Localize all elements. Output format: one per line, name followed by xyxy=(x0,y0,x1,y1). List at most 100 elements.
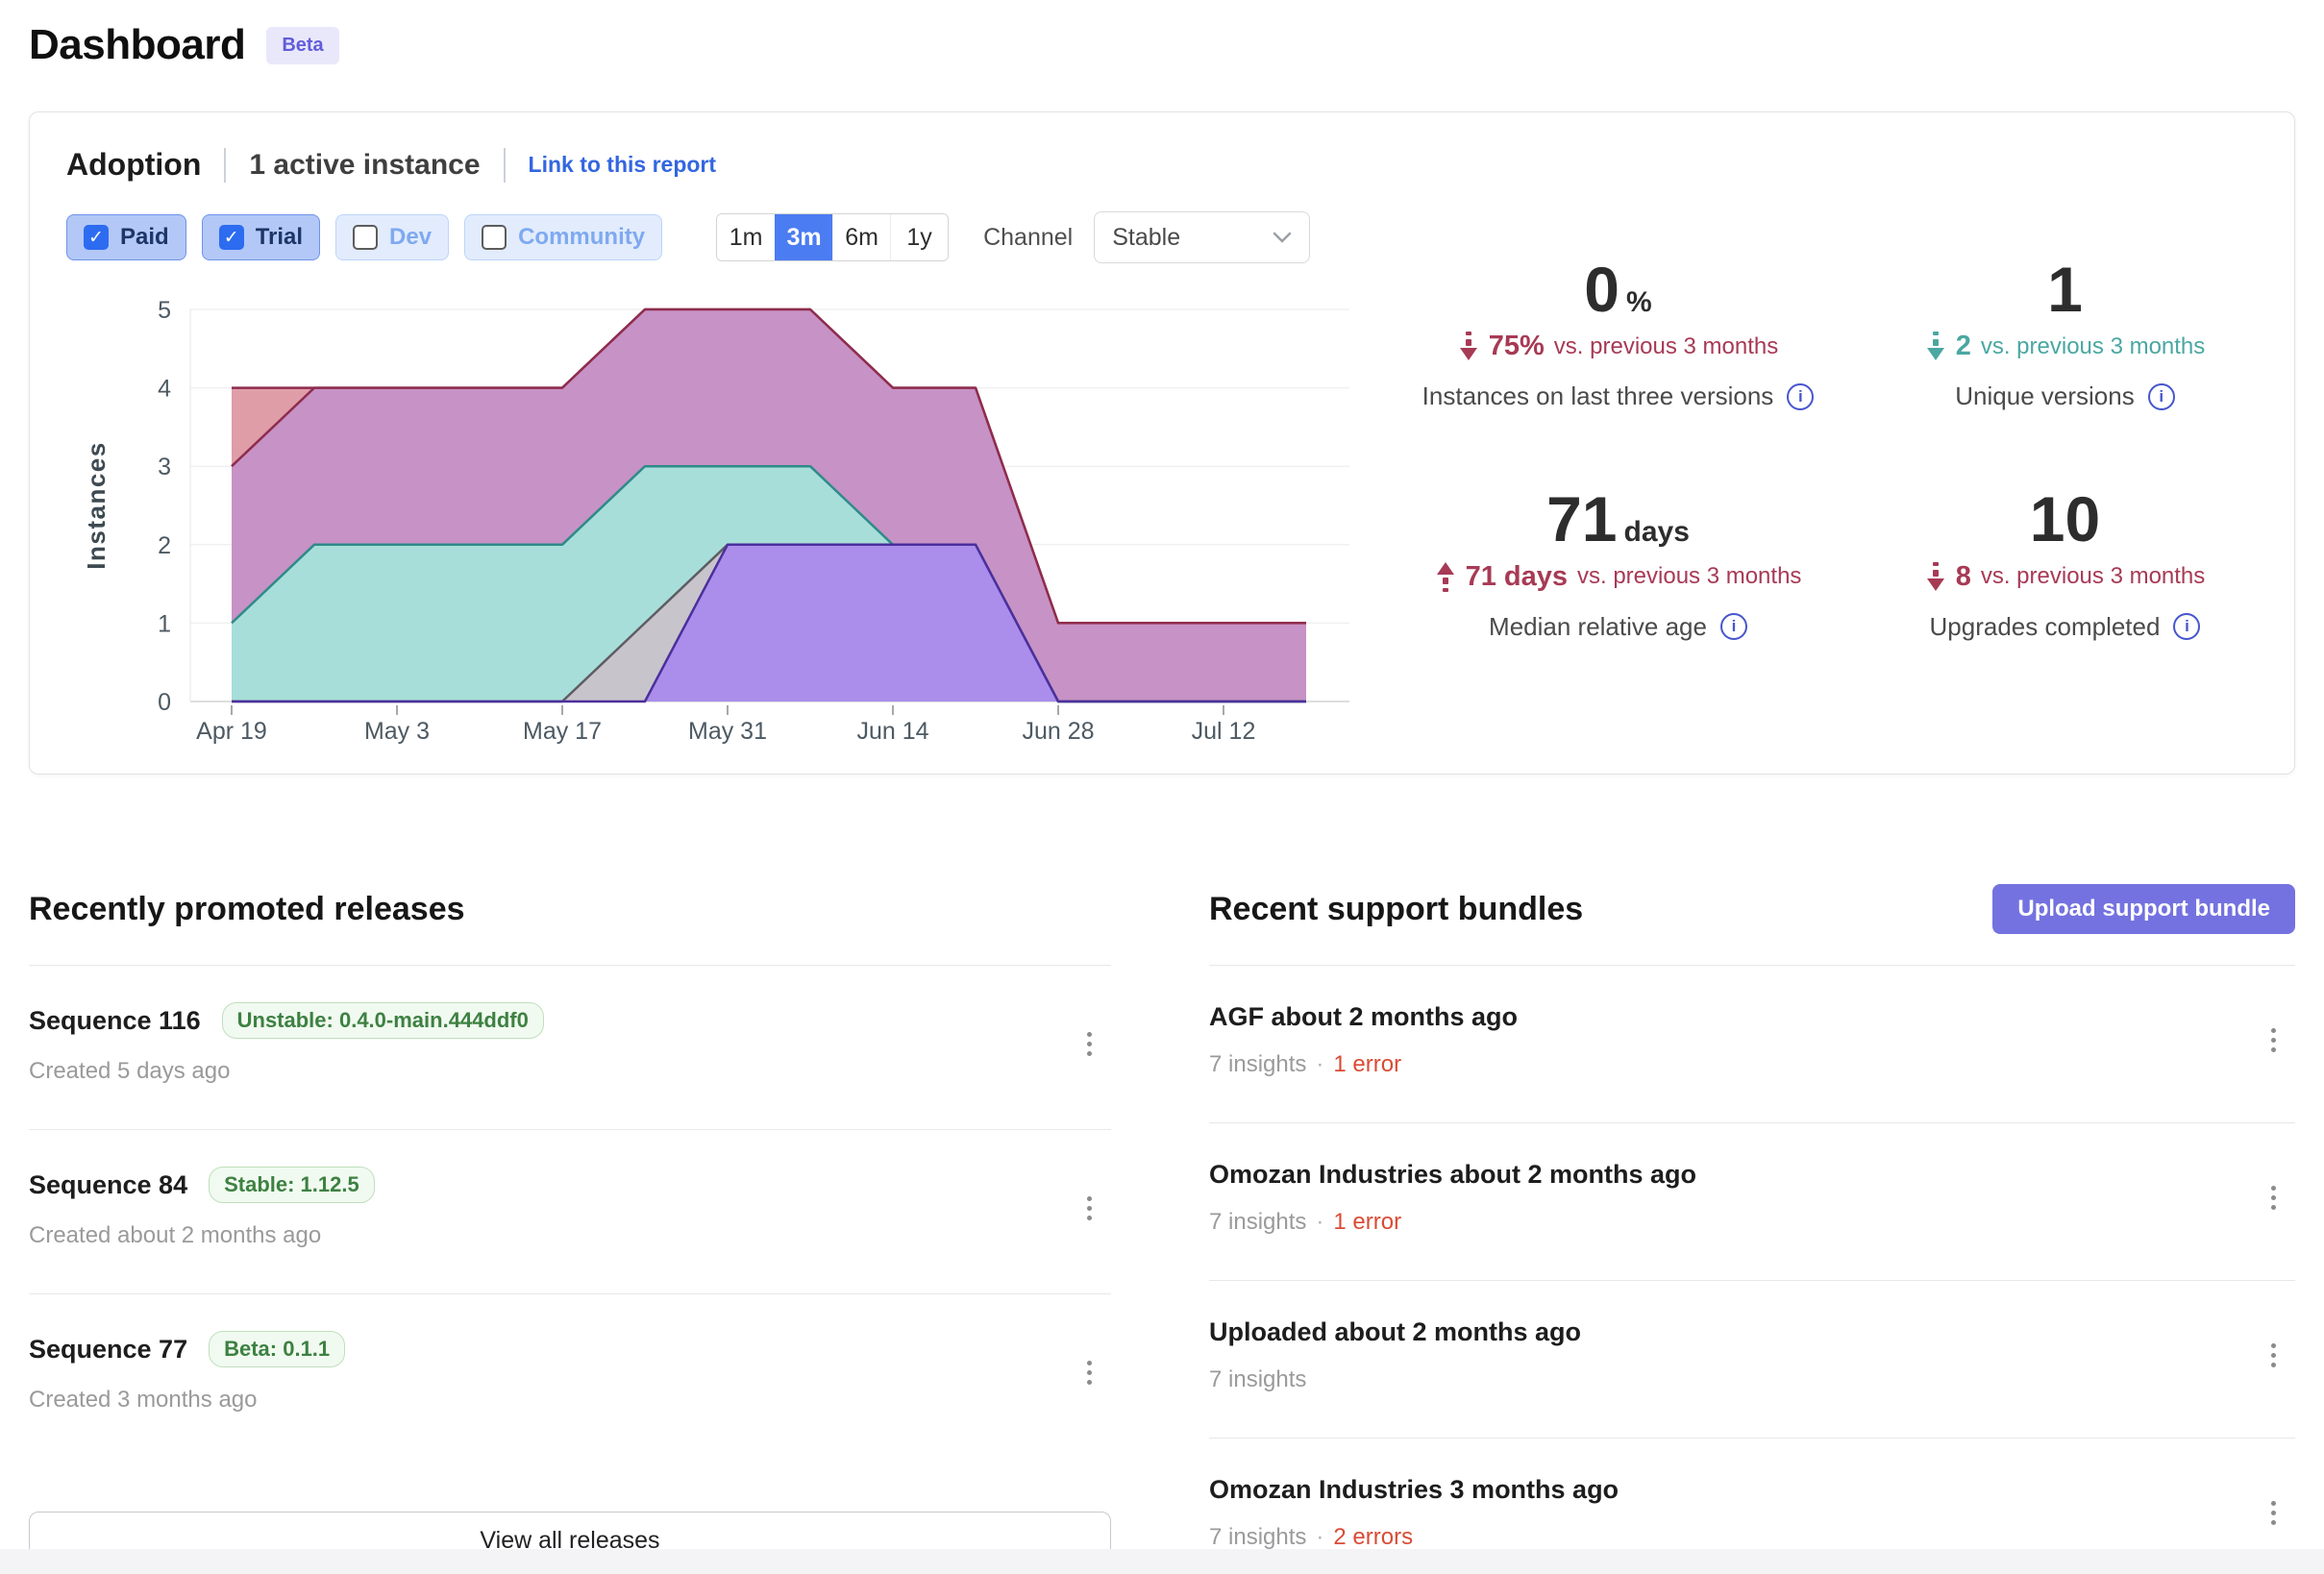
range-button-1y[interactable]: 1y xyxy=(890,214,949,260)
svg-text:1: 1 xyxy=(158,610,171,637)
svg-text:Jun 28: Jun 28 xyxy=(1022,718,1094,745)
support-bundles-section: Recent support bundles Upload support bu… xyxy=(1209,882,2295,1574)
release-channel-badge: Stable: 1.12.5 xyxy=(209,1167,375,1203)
bundle-row-main: AGF about 2 months ago 7 insights · 1 error xyxy=(1209,1002,1518,1078)
bundle-meta: 7 insights xyxy=(1209,1366,1581,1393)
stat-label: Upgrades completed i xyxy=(1842,612,2288,642)
stat-number: 10 xyxy=(2029,483,2101,555)
stat-unit: days xyxy=(1623,516,1690,549)
trend-up-icon xyxy=(1436,561,1454,592)
filter-pill-trial[interactable]: ✓ Trial xyxy=(201,214,321,260)
adoption-chart: 0 1 2 3 4 5 Apr 19 May 3 May 17 May 31 Jun 14 Jun 2… xyxy=(49,285,1375,747)
trend-down-icon xyxy=(1459,332,1477,361)
kebab-menu[interactable] xyxy=(1075,1024,1103,1064)
svg-text:4: 4 xyxy=(158,376,171,403)
svg-text:May 3: May 3 xyxy=(364,718,430,745)
bundle-row: Omozan Industries about 2 months ago 7 in… xyxy=(1209,1122,2295,1280)
kebab-menu[interactable] xyxy=(2260,1493,2287,1533)
release-channel-badge: Unstable: 0.4.0-main.444ddf0 xyxy=(221,1002,544,1039)
stat-value: 71 days xyxy=(1395,486,1842,553)
bundle-row-main: Uploaded about 2 months ago 7 insights xyxy=(1209,1317,1581,1393)
stat-change-note: vs. previous 3 months xyxy=(1576,563,1802,590)
range-button-1m[interactable]: 1m xyxy=(717,214,776,260)
bundle-title: Omozan Industries about 2 months ago xyxy=(1209,1160,1697,1189)
info-icon[interactable]: i xyxy=(1719,613,1747,641)
channel-value: Stable xyxy=(1112,223,1181,251)
bundle-row-main: Omozan Industries 3 months ago 7 insights… xyxy=(1209,1475,1619,1551)
stat-change-value: 2 xyxy=(1955,331,1971,362)
stat-block-1: 1 2 vs. previous 3 months Unique versions i xyxy=(1842,254,2288,411)
kebab-menu[interactable] xyxy=(1075,1353,1103,1392)
channel-select[interactable]: Stable xyxy=(1094,211,1311,263)
release-row: Sequence 77 Beta: 0.1.1 Created 3 months a… xyxy=(29,1293,1111,1458)
kebab-menu[interactable] xyxy=(2260,1178,2287,1217)
release-created: Created 5 days ago xyxy=(29,1058,231,1084)
release-channel-badge: Beta: 0.1.1 xyxy=(209,1331,346,1367)
kebab-menu[interactable] xyxy=(2260,1021,2287,1060)
stat-change-value: 71 days xyxy=(1465,560,1568,592)
filter-pill-community[interactable]: Community xyxy=(464,214,663,260)
svg-text:5: 5 xyxy=(158,297,171,324)
filter-pill-label: Dev xyxy=(389,224,433,250)
stat-value: 1 xyxy=(1842,254,2288,325)
license-filters: ✓ Paid ✓ Trial Dev Community xyxy=(66,214,678,260)
info-icon[interactable]: i xyxy=(2147,382,2175,410)
stat-change: 2 vs. previous 3 months xyxy=(1842,331,2288,362)
upload-support-bundle-button[interactable]: Upload support bundle xyxy=(1992,884,2295,934)
stat-change-note: vs. previous 3 months xyxy=(1980,332,2206,359)
bundle-row: Omozan Industries 3 months ago 7 insights… xyxy=(1209,1438,2295,1574)
stat-change: 71 days vs. previous 3 months xyxy=(1395,561,1842,593)
page-title: Dashboard xyxy=(29,21,246,68)
bundle-insights: 7 insights xyxy=(1209,1209,1307,1235)
bundle-row: AGF about 2 months ago 7 insights · 1 error xyxy=(1209,965,2295,1122)
page-bottom-strip xyxy=(0,1549,2324,1574)
release-title: Sequence 77 xyxy=(29,1334,188,1364)
svg-text:0: 0 xyxy=(158,689,171,716)
stat-number: 71 xyxy=(1546,483,1618,555)
dot-separator: · xyxy=(1316,1209,1324,1235)
kebab-menu[interactable] xyxy=(2260,1336,2287,1375)
beta-badge: Beta xyxy=(266,26,339,64)
channel-label: Channel xyxy=(983,223,1074,251)
release-list: Sequence 116 Unstable: 0.4.0-main.444ddf0… xyxy=(29,965,1111,1458)
report-link[interactable]: Link to this report xyxy=(528,152,717,177)
kebab-menu[interactable] xyxy=(1075,1189,1103,1228)
release-row: Sequence 84 Stable: 1.12.5 Created about 2… xyxy=(29,1129,1111,1293)
stat-label: Instances on last three versions i xyxy=(1395,381,1842,411)
stat-label: Median relative age i xyxy=(1395,612,1842,642)
time-range-group: 1m 3m 6m 1y xyxy=(716,213,950,261)
bundle-errors: 2 errors xyxy=(1333,1524,1414,1550)
release-row: Sequence 116 Unstable: 0.4.0-main.444ddf0… xyxy=(29,965,1111,1129)
stat-block-0: 0% 75% vs. previous 3 months Instances on l… xyxy=(1395,256,1842,411)
divider xyxy=(224,147,227,183)
release-row-main: Sequence 77 Beta: 0.1.1 Created 3 months a… xyxy=(29,1331,346,1414)
adoption-card-header: Adoption 1 active instance Link to this … xyxy=(30,112,2294,183)
svg-text:May 17: May 17 xyxy=(523,718,602,745)
stat-change-note: vs. previous 3 months xyxy=(1980,563,2206,590)
release-title: Sequence 116 xyxy=(29,1005,201,1035)
stat-number: 1 xyxy=(2047,254,2083,325)
stat-unit: % xyxy=(1626,286,1652,318)
svg-text:Apr 19: Apr 19 xyxy=(196,718,267,745)
bundle-row-main: Omozan Industries about 2 months ago 7 in… xyxy=(1209,1160,1696,1236)
svg-text:May 31: May 31 xyxy=(688,718,767,745)
info-icon[interactable]: i xyxy=(1787,382,1815,410)
release-created: Created about 2 months ago xyxy=(29,1222,322,1248)
bundle-title: AGF about 2 months ago xyxy=(1209,1002,1518,1031)
svg-text:Instances: Instances xyxy=(82,441,111,569)
checkbox-unchecked-icon xyxy=(482,225,507,250)
filter-pill-dev[interactable]: Dev xyxy=(335,214,450,260)
stat-label-text: Instances on last three versions xyxy=(1422,381,1774,411)
stat-value: 0% xyxy=(1395,256,1842,323)
filter-pill-paid[interactable]: ✓ Paid xyxy=(66,214,186,260)
range-button-6m[interactable]: 6m xyxy=(832,214,891,260)
info-icon[interactable]: i xyxy=(2173,613,2201,641)
dot-separator: · xyxy=(1316,1051,1324,1077)
bundle-insights: 7 insights xyxy=(1209,1524,1307,1550)
svg-text:Jun 14: Jun 14 xyxy=(856,718,928,745)
stat-change: 75% vs. previous 3 months xyxy=(1395,331,1842,362)
svg-text:3: 3 xyxy=(158,454,171,480)
range-button-3m[interactable]: 3m xyxy=(775,214,833,260)
stat-change-value: 8 xyxy=(1955,560,1971,592)
